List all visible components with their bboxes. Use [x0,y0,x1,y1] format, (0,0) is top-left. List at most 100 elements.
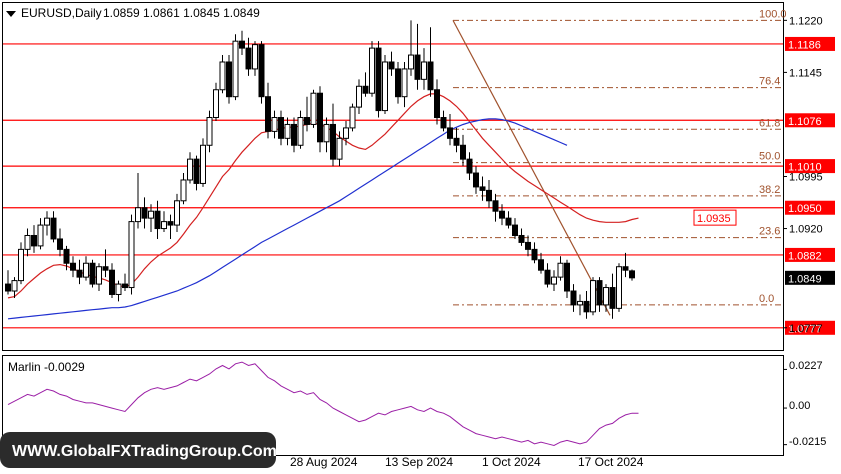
candle [499,204,505,226]
candle-body [310,92,317,125]
watermark-text: WWW.GlobalFXTradingGroup.Com [12,443,277,460]
candle-body [466,158,473,174]
candle [447,114,453,146]
candle [512,218,518,239]
candle-body [336,137,343,160]
candle [323,117,330,153]
candle [24,228,31,257]
candle-body [70,262,76,271]
candle [206,110,213,153]
dropdown-triangle-icon[interactable] [6,11,16,17]
candle-body [128,221,135,289]
candle-body [161,221,167,230]
candle-body [252,44,258,70]
candle-body [271,117,278,132]
candle [577,294,583,316]
candle [278,110,284,146]
candle-body [525,241,531,250]
candle [609,273,616,319]
candle-body [557,262,564,278]
candle-body [349,106,356,129]
candle-body [24,234,31,250]
fib-ratio-label: 0.0 [759,293,774,305]
fibonacci-retracement: 100.0 76.4 61.8 50.0 38.2 23.6 0.0 1.0935 [452,8,787,316]
level-price-label: 1.1010 [788,162,822,174]
candle-body [577,300,583,306]
date-label-1: 28 Aug 2024 [290,455,358,469]
candle [349,103,356,132]
candle-body [76,269,83,278]
candle [551,270,557,292]
candle-body [427,61,434,91]
candle [388,51,395,76]
candle-body [421,61,427,80]
candle [486,179,492,208]
candle [330,103,336,167]
candle [590,277,596,316]
fib-trend-line[interactable] [452,20,611,316]
candle [245,37,252,76]
candle-body [37,224,44,247]
target-label: 1.0935 [697,213,731,225]
candle [89,259,96,288]
fib-ratio-label: 23.6 [759,226,780,238]
target-box [693,209,737,226]
fib-ratio-label: 76.4 [759,76,780,88]
candle [583,291,590,319]
candle [531,242,538,264]
candle [538,252,544,274]
ma-slow-line [7,118,568,320]
candle [479,176,486,201]
candle-body [323,123,330,143]
candle [50,211,57,243]
candle-body [473,172,479,188]
candle [115,280,122,302]
candle [616,263,622,312]
candle [317,86,323,153]
candle [336,131,343,167]
candle-body [544,269,551,285]
candle-body [395,68,401,98]
level-price-tag [785,320,835,335]
candle-body [408,54,414,70]
candle [375,41,382,118]
candle-body [193,158,200,184]
candle [603,284,609,312]
candle [629,269,635,281]
candle [284,117,291,146]
candle [460,134,466,167]
candle-body [154,210,161,230]
candle [44,211,50,236]
candle [304,96,310,132]
candle-body [122,283,128,289]
candle [310,89,317,128]
candle [265,82,271,139]
candle [297,110,304,149]
candle [11,277,18,298]
candle-body [434,89,440,119]
candle-body [518,234,525,243]
candle-body [369,47,375,94]
candle [18,242,24,285]
candle [434,79,440,125]
candle [271,110,278,139]
candle [154,200,161,239]
current-price-tag [785,270,835,285]
price-tick-label: 1.0777 [789,323,823,335]
candle-body [115,283,122,295]
candle [239,30,245,56]
candle-body [232,40,239,98]
candle-body [414,54,421,80]
candle-body [291,123,297,146]
candle-body [486,189,492,202]
candle-body [265,96,271,132]
candle [122,273,128,292]
candle [258,41,265,104]
candle-body [50,217,57,240]
fib-ratio-label: 61.8 [759,117,780,129]
candle-body [583,300,590,313]
candle [564,259,570,298]
candle-body [564,262,570,292]
ohlc-label: 1.0859 1.0861 1.0845 1.0849 [103,6,260,20]
